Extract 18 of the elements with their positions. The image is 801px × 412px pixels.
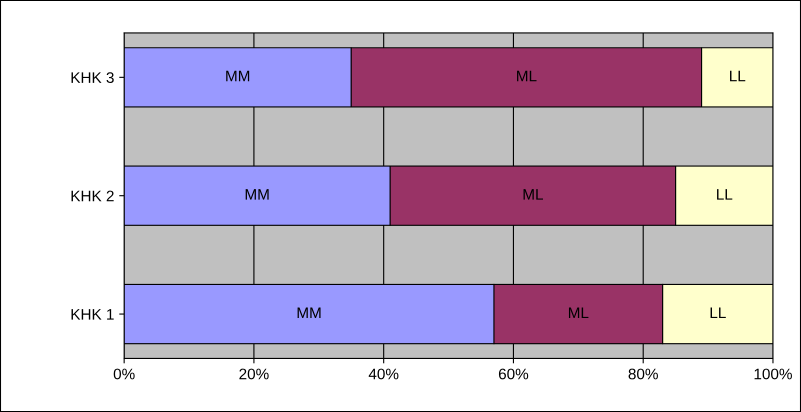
x-tick-label: 80% xyxy=(628,368,658,380)
text: LL xyxy=(730,70,746,82)
x-tick-label: 20% xyxy=(239,368,269,380)
series-label: LL xyxy=(717,189,732,200)
text: LL xyxy=(710,307,726,318)
text: ML xyxy=(517,70,537,82)
x-tick-label: 100% xyxy=(754,368,792,380)
x-tick-label: 60% xyxy=(498,368,528,380)
text: MM xyxy=(226,70,250,82)
series-label: ML xyxy=(524,189,544,200)
y-tick-label: KHK 2 xyxy=(72,190,114,202)
x-tick-label: 40% xyxy=(368,368,398,380)
text: ML xyxy=(568,307,588,318)
y-tick-label: KHK 1 xyxy=(72,309,114,320)
series-label: MM xyxy=(246,189,269,200)
y-tick-label: KHK 3 xyxy=(72,72,114,84)
text: MM xyxy=(298,307,321,318)
x-tick-label: 0% xyxy=(114,368,135,380)
